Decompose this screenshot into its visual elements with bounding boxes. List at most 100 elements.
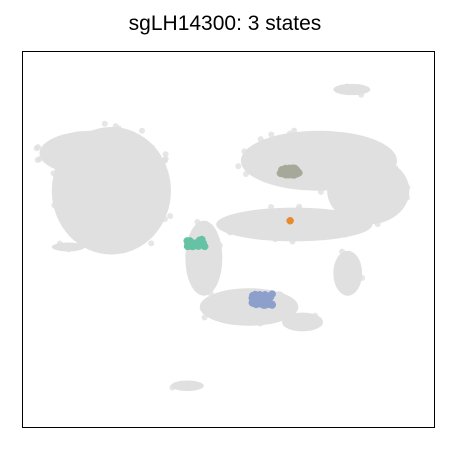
background-point [206,262,213,269]
background-point [225,298,232,305]
background-point [79,176,86,183]
background-point [239,288,246,295]
background-point [129,154,136,161]
background-point [51,150,58,157]
background-point [312,312,319,319]
background-point [324,213,331,220]
background-point [272,236,279,243]
background-point [207,225,214,232]
background-point [70,212,77,219]
background-cluster [333,83,371,96]
plot-frame [22,51,435,428]
background-point [90,171,97,178]
background-point [129,134,136,141]
background-point [340,214,347,221]
background-point [376,158,383,165]
background-point [272,217,279,224]
background-point [235,163,242,170]
background-point [345,260,352,267]
background-point [143,198,150,205]
background-point [318,156,325,163]
background-point [257,136,264,143]
background-point [140,137,147,144]
background-point [97,241,104,248]
background-point [345,270,352,277]
background-point [342,231,349,238]
background-point [51,202,58,209]
state-cells [183,164,303,309]
state-point [291,164,299,173]
background-point [289,208,296,215]
background-point [164,184,171,191]
background-point [143,171,150,178]
background-point [358,91,365,98]
background-point [345,163,352,170]
state-point [250,299,258,307]
background-point [369,205,376,212]
background-point [384,205,391,212]
background-point [366,198,373,205]
background-point [359,274,366,281]
background-point [334,200,341,207]
background-point [255,161,262,168]
chart-title: sgLH14300: 3 states [128,12,322,35]
background-point [356,166,363,173]
background-point [374,221,381,228]
background-point [286,182,293,189]
background-point [339,248,346,255]
background-point [252,146,259,153]
background-point [269,155,276,162]
background-point [101,120,108,127]
background-point [67,181,74,188]
background-cluster [185,220,223,296]
background-point [283,154,290,161]
background-point [361,208,368,215]
background-point [268,131,275,138]
background-point [114,212,121,219]
background-point [33,145,40,152]
background-point [340,281,347,288]
background-point [384,195,391,202]
background-point [167,213,174,220]
state-point [264,300,273,309]
background-point [114,176,121,183]
background-point [310,157,317,164]
background-point [291,127,298,134]
background-point [207,290,214,297]
background-point [133,183,140,190]
background-point [338,262,345,269]
background-point [295,206,302,213]
background-point [157,177,164,184]
background-point [190,270,197,277]
background-point [102,133,109,140]
state-point [286,217,294,225]
background-point [202,220,209,227]
background-cells [33,83,411,391]
background-point [404,184,411,191]
background-point [345,142,352,149]
background-point [109,185,116,192]
background-point [161,157,168,164]
background-point [255,230,262,237]
background-point [69,162,76,169]
background-point [126,164,133,171]
background-point [384,159,391,166]
background-point [395,204,402,211]
background-point [238,301,245,308]
background-point [227,229,234,236]
background-point [212,274,219,281]
background-point [98,191,105,198]
background-cluster [216,207,373,242]
background-point [257,171,264,178]
background-point [268,203,275,210]
background-point [305,226,312,233]
background-point [276,291,283,298]
background-point [86,242,93,249]
background-point [161,216,168,223]
background-point [254,157,261,164]
background-point [162,151,169,158]
background-point [122,178,129,185]
background-point [389,172,396,179]
background-point [261,227,268,234]
